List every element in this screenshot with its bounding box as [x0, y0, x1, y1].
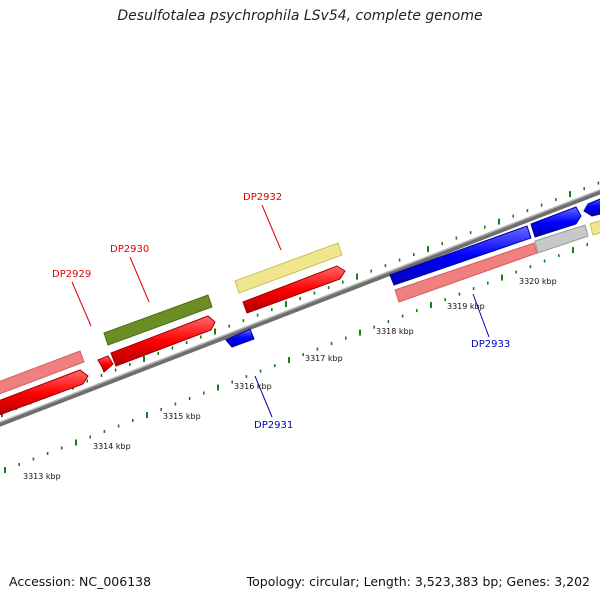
gene-feature-yellow-2[interactable]: [589, 219, 600, 236]
gene-feature-red-4[interactable]: [242, 265, 346, 314]
scale-label: 3320 kbp: [519, 277, 557, 286]
gene-label-dp2931[interactable]: DP2931: [254, 420, 293, 431]
gene-feature-red-1[interactable]: [0, 369, 89, 417]
gene-label-dp2933[interactable]: DP2933: [471, 339, 510, 350]
gene-label-dp2932[interactable]: DP2932: [243, 192, 282, 203]
gene-feature-blue-dp2933[interactable]: [389, 225, 532, 286]
genome-backbone: [0, 189, 600, 427]
scale-label: 3314 kbp: [93, 442, 131, 451]
gene-features: [0, 197, 600, 417]
scale-label: 3317 kbp: [305, 354, 343, 363]
scale-label: 3319 kbp: [447, 302, 485, 311]
genome-backbone-highlight: [0, 189, 600, 423]
gene-feature-red-3[interactable]: [110, 315, 216, 367]
gene-feature-blue-forward[interactable]: [530, 206, 582, 238]
label-connectors: [71, 204, 490, 418]
connector-dp2933: [472, 293, 490, 338]
gene-label-dp2930[interactable]: DP2930: [110, 244, 149, 255]
gene-feature-pink[interactable]: [0, 350, 85, 396]
map-title: Desulfotalea psychrophila LSv54, complet…: [117, 8, 483, 24]
tick-marks-reverse: [4, 243, 589, 473]
topology-text: Topology: circular; Length: 3,523,383 bp…: [246, 574, 590, 589]
accession-text: Accession: NC_006138: [9, 574, 152, 589]
gene-feature-red-2[interactable]: [97, 355, 114, 373]
connector-dp2931: [254, 375, 273, 418]
scale-label: 3313 kbp: [23, 472, 61, 481]
scale-label: 3315 kbp: [163, 412, 201, 421]
scale-label: 3318 kbp: [376, 327, 414, 336]
connector-dp2930: [129, 256, 150, 303]
gene-label-dp2929[interactable]: DP2929: [52, 269, 91, 280]
gene-feature-pink-2[interactable]: [394, 242, 538, 303]
gene-feature-yellow[interactable]: [234, 242, 343, 294]
connector-dp2932: [261, 204, 282, 251]
gene-feature-blue-edge[interactable]: [583, 197, 600, 217]
gene-feature-gray[interactable]: [534, 224, 589, 254]
scale-label: 3316 kbp: [234, 382, 272, 391]
tick-marks-forward: [1, 181, 600, 417]
gene-feature-olive[interactable]: [103, 294, 213, 346]
gene-feature-blue-dp2931[interactable]: [225, 328, 255, 348]
connector-dp2929: [71, 281, 92, 327]
